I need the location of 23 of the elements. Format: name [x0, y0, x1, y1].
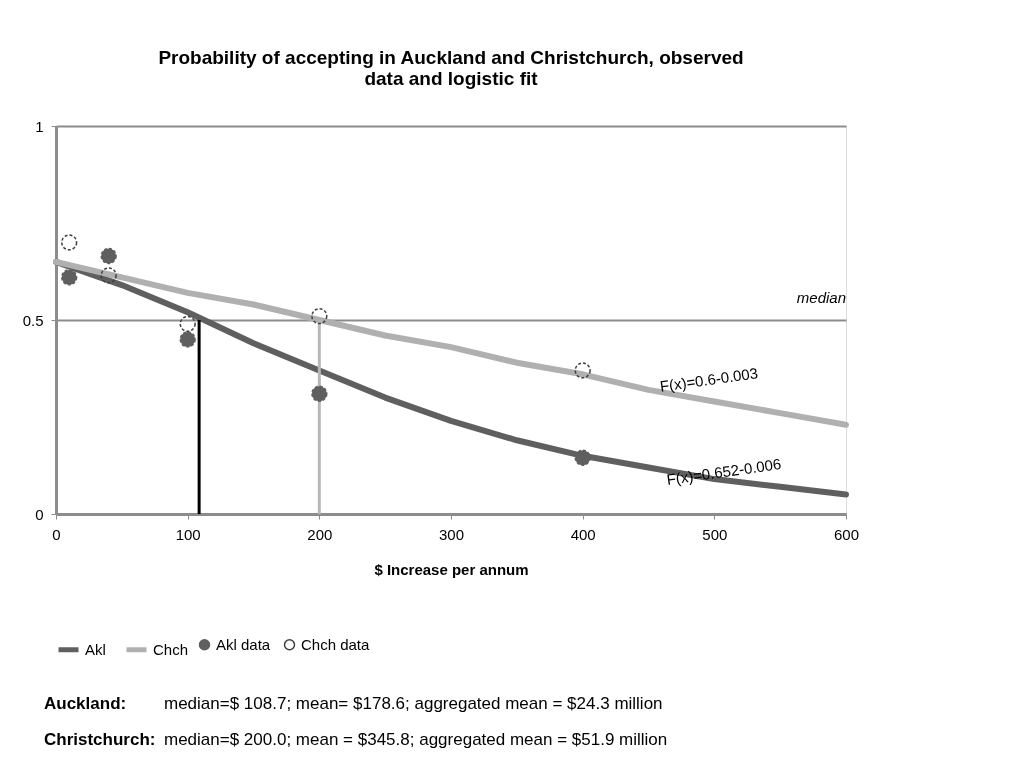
legend-label: Akl [85, 640, 106, 658]
text: median=$ 108.7; mean= $178.6; aggregated mean = $24.3 million [164, 694, 663, 713]
legend-label: Akl data [216, 635, 271, 653]
x-tick-label: 0 [52, 525, 61, 543]
x-tick-label: 200 [307, 525, 333, 543]
text: Christchurch: [44, 730, 156, 749]
x-tick-label: 300 [438, 525, 465, 543]
y-tick-label: 0 [35, 505, 44, 523]
legend-label: Chch [153, 640, 189, 658]
text: data and logistic fit [364, 68, 538, 89]
x-tick-label: 400 [570, 525, 596, 543]
text: Auckland: [44, 694, 127, 713]
x-tick-label: 100 [175, 525, 201, 543]
y-tick-label: 1 [35, 117, 44, 135]
text: median=$ 200.0; mean = $345.8; aggregated mean = $51.9 million [164, 730, 668, 749]
x-tick-label: 500 [702, 525, 728, 543]
y-tick-label: 0.5 [22, 311, 44, 329]
annotation: median [796, 289, 846, 306]
annotation: F(x)=0.6-0.003 [658, 364, 760, 395]
x-axis-title: $ Increase per annum [374, 560, 529, 578]
legend-label: Chch data [301, 635, 371, 653]
x-tick-label: 600 [833, 525, 860, 543]
text: Probability of accepting in Auckland and Christchurch, observed [158, 47, 744, 68]
